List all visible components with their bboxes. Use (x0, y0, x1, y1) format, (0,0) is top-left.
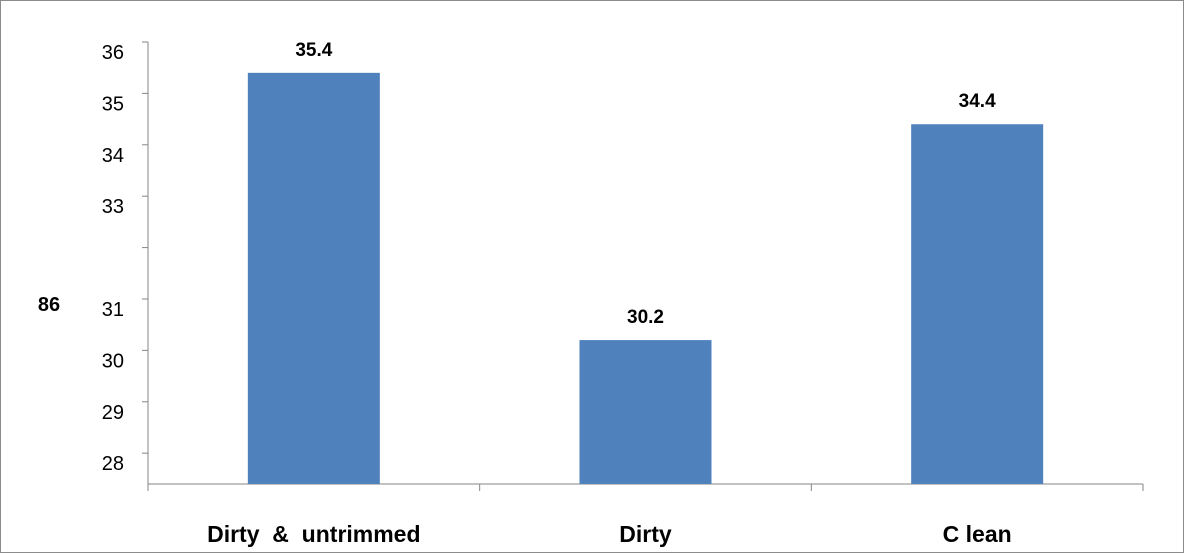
bar (247, 72, 380, 484)
x-category-label: Dirty (619, 521, 672, 547)
bar (579, 340, 712, 484)
bars (247, 72, 1044, 485)
y-tick-label: 31 (102, 299, 124, 321)
x-category-label: C lean (943, 521, 1012, 547)
y-tick-label: 35 (102, 93, 124, 115)
data-label: 35.4 (295, 40, 332, 61)
y-tick-label: 34 (102, 145, 124, 167)
labels: 35.4 Dirty & untrimmed 30.2 Dirty 34.4 C lean (207, 40, 1012, 547)
data-label: 30.2 (627, 307, 664, 328)
x-category-label: Dirty & untrimmed (207, 521, 420, 547)
y-tick-label: 30 (102, 350, 124, 372)
bar (911, 124, 1044, 485)
y-tick-label: 33 (102, 196, 124, 218)
y-tick-label: 36 (102, 42, 124, 64)
y-tick-label: 28 (102, 453, 124, 475)
y-axis-title: 86 (38, 294, 60, 316)
data-label: 34.4 (959, 91, 996, 112)
y-tick-label: 29 (102, 402, 124, 424)
